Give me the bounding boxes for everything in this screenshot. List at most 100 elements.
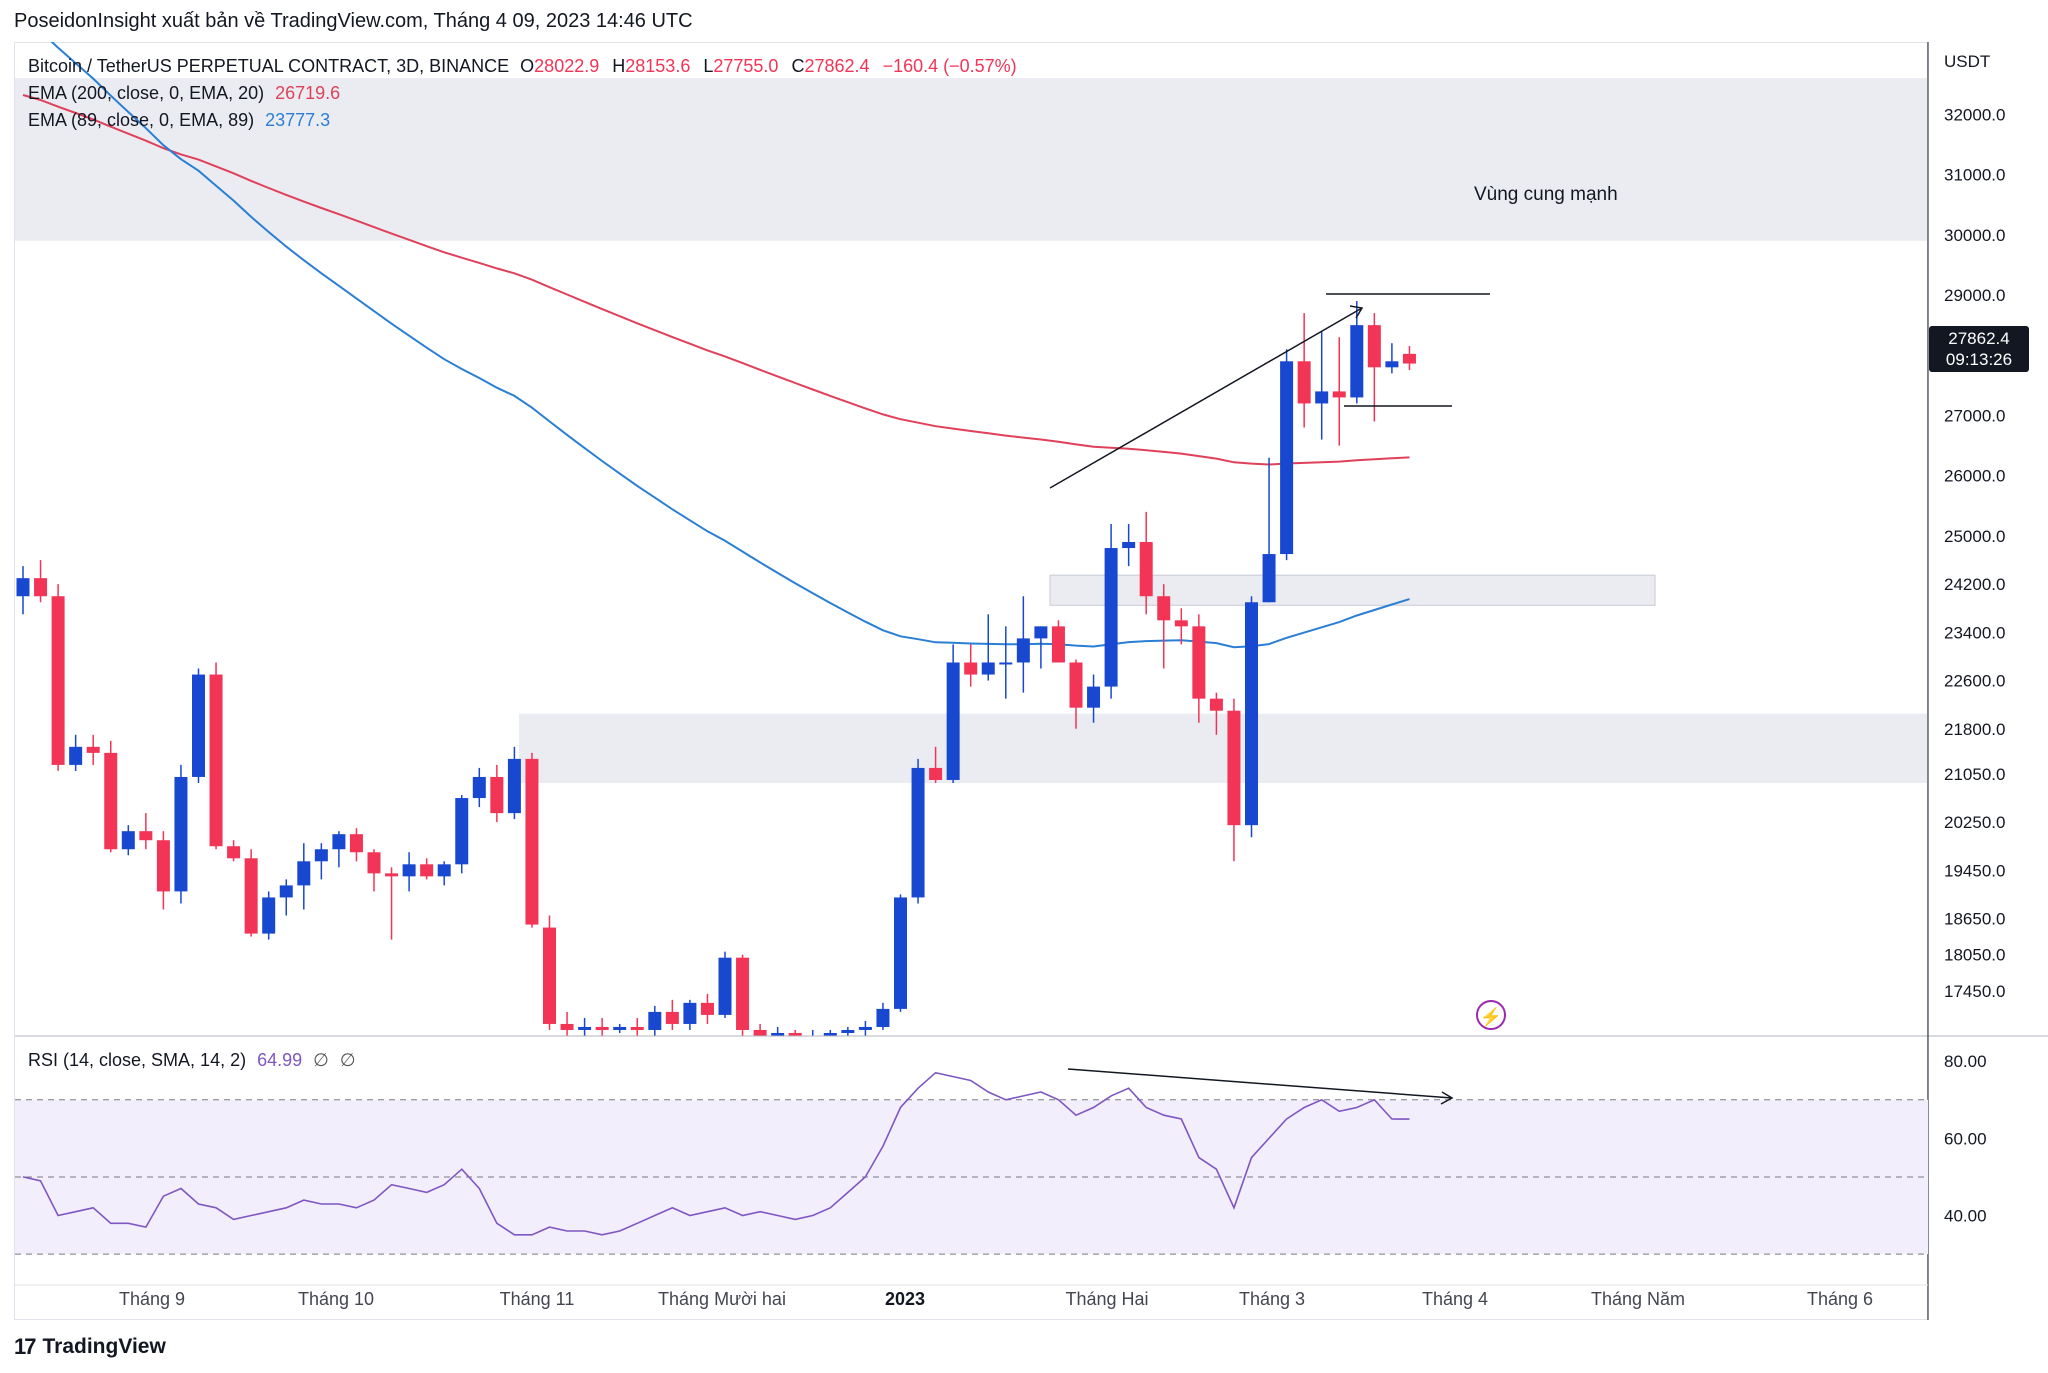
ema200-legend[interactable]: EMA (200, close, 0, EMA, 20) 26719.6 (28, 83, 346, 104)
time-tick-label: Tháng 11 (500, 1289, 575, 1309)
price-tick-label: 19450.0 (1944, 861, 2005, 880)
candle-body (946, 662, 960, 780)
ema200-line (22, 94, 1410, 466)
candle-body (455, 798, 469, 865)
candle-body (1034, 626, 1048, 639)
candle-body (16, 578, 30, 597)
candle-body (34, 578, 48, 597)
publish-header: PoseidonInsight xuất bản về TradingView.… (14, 10, 693, 32)
candle-body (507, 758, 521, 814)
candle-body (788, 1032, 802, 1036)
price-tick-label: 27000.0 (1944, 407, 2005, 426)
rsi-legend[interactable]: RSI (14, close, SMA, 14, 2) 64.99 ∅ ∅ (28, 1050, 362, 1071)
price-tick-label: 23400.0 (1944, 623, 2005, 642)
candle-body (683, 1002, 697, 1024)
candle-body (69, 746, 83, 765)
price-tick-label: 32000.0 (1944, 105, 2005, 124)
ohlc-high: H28153.6 (612, 56, 691, 76)
candle-body (420, 864, 434, 877)
candle-body (314, 849, 328, 862)
tradingview-brand: TradingView (42, 1335, 166, 1358)
candle-body (1297, 361, 1311, 404)
candle-body (262, 897, 276, 934)
candle-body (876, 1008, 890, 1027)
price-tick-label: 21800.0 (1944, 720, 2005, 739)
candle-body (139, 831, 153, 841)
candle-body (543, 927, 556, 1024)
trend-arrow-line (1049, 307, 1363, 489)
current-price: 27862.4 (1948, 329, 2010, 348)
candle-body (630, 1026, 644, 1030)
candle-body (1280, 361, 1294, 555)
candle-body (595, 1026, 609, 1030)
rsi-line (22, 1071, 1410, 1236)
candle-body (999, 662, 1013, 665)
ohlc-close: C27862.4 (791, 56, 870, 76)
candle-body (981, 662, 995, 675)
candle-body (367, 852, 381, 874)
candle-body (700, 1002, 714, 1015)
candle-body (279, 885, 293, 898)
tradingview-logo[interactable]: 17 TradingView (14, 1334, 166, 1360)
time-tick-label: 2023 (885, 1289, 925, 1309)
price-tick-label: 18650.0 (1944, 910, 2005, 929)
candle-body (1122, 542, 1136, 549)
price-tick-label: 26000.0 (1944, 467, 2005, 486)
ema89-value: 23777.3 (265, 110, 331, 130)
price-pane (16, 42, 1416, 1036)
price-tick-label: 21050.0 (1944, 765, 2005, 784)
trend-arrow-head (1349, 305, 1364, 319)
candle-body (1385, 361, 1399, 368)
candle-body (771, 1032, 785, 1036)
ema89-label: EMA (89, close, 0, EMA, 89) (28, 110, 255, 130)
flash-icon[interactable]: ⚡ (1476, 1000, 1506, 1030)
time-tick-label: Tháng Năm (1591, 1289, 1685, 1309)
candle-body (578, 1026, 592, 1030)
candle-body (174, 776, 188, 892)
price-tick-label: 22600.0 (1944, 672, 2005, 691)
candle-body (1262, 554, 1276, 603)
candle-body (894, 897, 907, 1009)
ema89-legend[interactable]: EMA (89, close, 0, EMA, 89) 23777.3 (28, 110, 336, 131)
rsi-tick-label: 40.00 (1944, 1207, 1987, 1226)
candle-body (104, 752, 118, 850)
candle-body (297, 861, 311, 886)
candle-body (227, 846, 241, 859)
symbol-name: Bitcoin / TetherUS PERPETUAL CONTRACT, 3… (28, 56, 510, 76)
ema89-line (50, 42, 1410, 649)
candle-body (648, 1011, 662, 1030)
candle-body (1051, 626, 1065, 663)
candle-body (613, 1026, 627, 1030)
candle-body (1227, 710, 1241, 826)
rsi-value: 64.99 (257, 1050, 303, 1070)
time-tick-label: Tháng 10 (298, 1289, 374, 1309)
price-tick-label: 25000.0 (1944, 527, 2005, 546)
candle-body (209, 674, 223, 847)
candle-body (437, 864, 451, 877)
candle-body (911, 767, 925, 898)
candle-body (1367, 325, 1381, 368)
candle-body (1350, 325, 1364, 398)
time-tick-label: Tháng Hai (1065, 1289, 1148, 1309)
time-tick-label: Tháng 3 (1239, 1289, 1305, 1309)
ema200-value: 26719.6 (275, 83, 341, 103)
candle-body (121, 831, 135, 850)
candle-body (1192, 626, 1206, 699)
candle-body (1245, 602, 1258, 826)
candle-body (385, 873, 399, 877)
candle-body (929, 767, 943, 780)
candle-body (86, 746, 100, 753)
ohlc-open: O28022.9 (520, 56, 600, 76)
tradingview-mark-icon: 17 (14, 1334, 37, 1359)
candle-body (1069, 662, 1083, 708)
price-tick-label: 30000.0 (1944, 226, 2005, 245)
candle-body (156, 840, 170, 892)
candle-body (753, 1029, 767, 1036)
candle-body (192, 674, 205, 777)
price-tick-label: 17450.0 (1944, 982, 2005, 1001)
candle-body (472, 776, 486, 799)
candle-body (1174, 620, 1188, 627)
current-price-badge: 27862.4 09:13:26 (1929, 326, 2029, 372)
bar-countdown: 09:13:26 (1945, 350, 2013, 369)
